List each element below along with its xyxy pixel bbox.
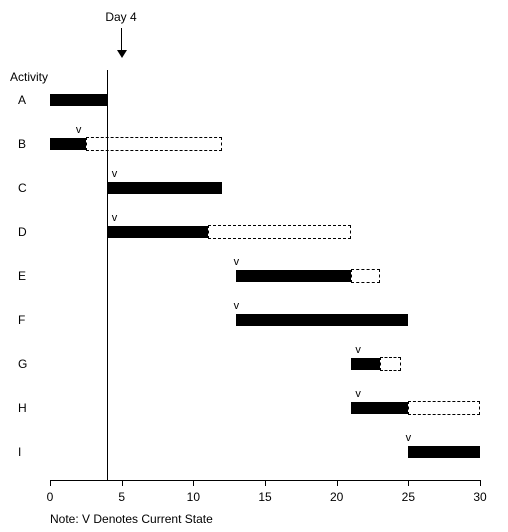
activity-bar xyxy=(351,358,380,370)
activity-label: C xyxy=(18,181,27,195)
day-marker-arrow-head xyxy=(117,50,127,58)
activity-header-label: Activity xyxy=(10,70,48,84)
x-tick xyxy=(480,480,481,486)
activity-label: E xyxy=(18,269,26,283)
current-state-marker: v xyxy=(112,168,118,180)
current-day-line xyxy=(107,70,108,480)
activity-bar xyxy=(107,226,207,238)
current-state-marker: v xyxy=(406,432,412,444)
activity-bar xyxy=(50,138,86,150)
activity-bar xyxy=(236,314,408,326)
activity-label: B xyxy=(18,137,26,151)
current-state-marker: v xyxy=(355,344,361,356)
activity-label: D xyxy=(18,225,27,239)
activity-bar xyxy=(236,270,351,282)
x-tick xyxy=(408,480,409,486)
activity-bar-float xyxy=(380,357,402,371)
x-tick xyxy=(265,480,266,486)
activity-bar xyxy=(50,94,107,106)
activity-label: F xyxy=(18,313,25,327)
current-state-marker: v xyxy=(234,256,240,268)
activity-bar-float xyxy=(208,225,351,239)
day-marker-arrow-stem xyxy=(121,28,122,50)
x-tick-label: 0 xyxy=(47,490,54,504)
activity-bar-float xyxy=(408,401,480,415)
chart-footnote: Note: V Denotes Current State xyxy=(50,512,213,526)
day-marker-label: Day 4 xyxy=(105,10,136,24)
activity-label: G xyxy=(18,357,27,371)
activity-bar xyxy=(107,182,222,194)
activity-label: I xyxy=(18,445,21,459)
current-state-marker: v xyxy=(355,388,361,400)
x-tick xyxy=(122,480,123,486)
x-tick-label: 30 xyxy=(473,490,486,504)
gantt-chart: 0 5 10 15 20 25 30 Activity Day 4 A Bv Cv Dv Ev Fv Gv Hv… xyxy=(0,0,508,532)
x-tick xyxy=(193,480,194,486)
x-tick-label: 25 xyxy=(402,490,415,504)
activity-bar-float xyxy=(351,269,380,283)
x-tick-label: 20 xyxy=(330,490,343,504)
x-tick-label: 15 xyxy=(258,490,271,504)
activity-bar-float xyxy=(86,137,222,151)
current-state-marker: v xyxy=(112,212,118,224)
x-tick xyxy=(337,480,338,486)
current-state-marker: v xyxy=(234,300,240,312)
x-tick xyxy=(50,480,51,486)
x-tick-label: 5 xyxy=(118,490,125,504)
x-tick-label: 10 xyxy=(187,490,200,504)
current-state-marker: v xyxy=(76,124,82,136)
activity-bar xyxy=(408,446,480,458)
activity-bar xyxy=(351,402,408,414)
activity-label: A xyxy=(18,93,26,107)
activity-label: H xyxy=(18,401,27,415)
